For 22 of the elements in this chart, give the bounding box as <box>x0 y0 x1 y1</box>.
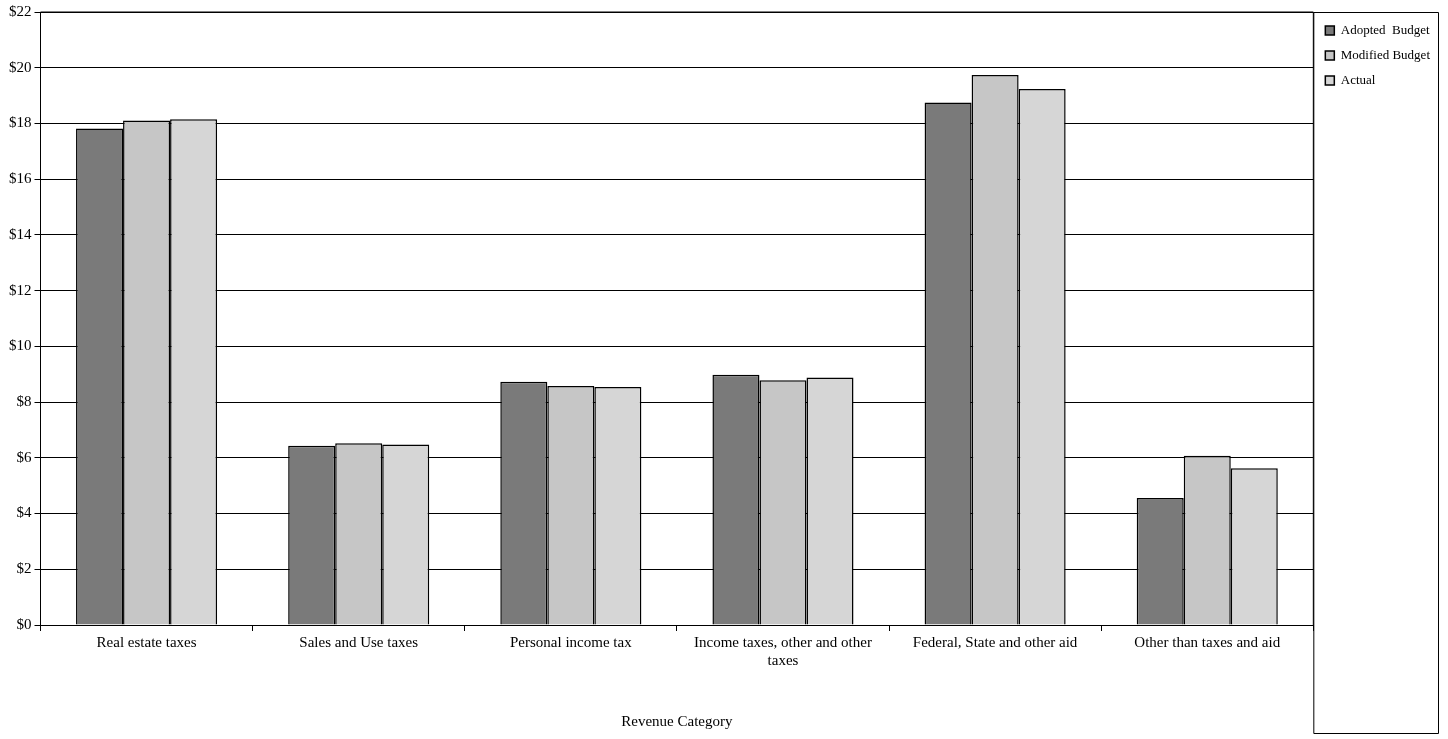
y-tick-label: $0 <box>16 615 32 632</box>
y-tick-label: $4 <box>16 504 32 521</box>
x-tick-label: Federal, State and other aid <box>912 633 1078 650</box>
y-tick-label: $12 <box>9 281 32 298</box>
y-tick-label: $20 <box>9 58 32 75</box>
x-tick-label: Income taxes, other and other taxes <box>694 633 872 668</box>
x-axis-title: Revenue Category <box>621 712 734 729</box>
x-tick-label: Other than taxes and aid <box>1134 633 1281 650</box>
y-tick-label: $8 <box>16 393 32 410</box>
legend-label: Actual <box>1340 71 1376 87</box>
y-tick-label: $16 <box>9 170 32 187</box>
legend-label: Modified Budget <box>1340 46 1431 62</box>
x-tick-label: Personal income tax <box>510 633 633 650</box>
x-tick-label: Real estate taxes <box>96 633 197 650</box>
y-tick-label: $10 <box>9 337 32 354</box>
y-tick-label: $6 <box>16 448 32 465</box>
y-tick-label: $22 <box>9 2 32 19</box>
y-tick-label: $18 <box>9 114 32 131</box>
y-tick-label: $2 <box>16 560 32 577</box>
y-tick-label: $14 <box>9 225 32 242</box>
x-tick-label: Sales and Use taxes <box>299 633 419 650</box>
legend-label: Adopted Budget <box>1340 21 1431 37</box>
